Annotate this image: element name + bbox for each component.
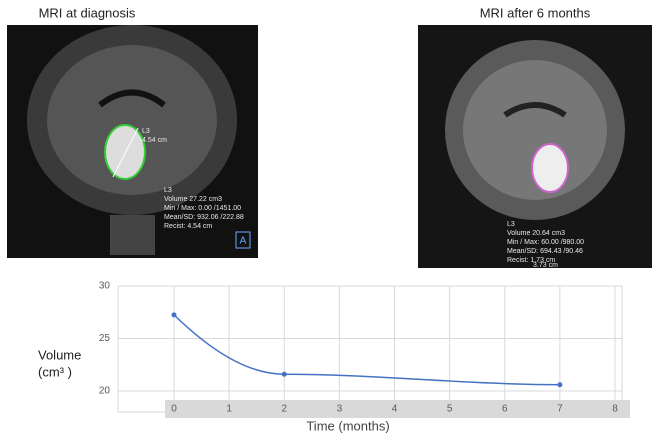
x-tick-label: 6 xyxy=(502,404,508,415)
overlay-text: Mean/SD: 932.06 /222.88 xyxy=(164,214,244,221)
overlay-text: Recist: 1.73 cm xyxy=(507,257,555,264)
x-tick-label: 8 xyxy=(612,404,618,415)
overlay-text: Volume 20.64 cm3 xyxy=(507,230,565,237)
y-tick-label: 30 xyxy=(99,281,111,292)
line xyxy=(173,314,560,386)
mri-image: L3 4.54 cm L3 Volume 27.22 cm3 Min / Max… xyxy=(7,25,258,258)
overlay-text: L3 xyxy=(142,128,150,135)
overlay-text: Volume 27.22 cm3 xyxy=(164,196,222,203)
plot-area xyxy=(117,285,623,413)
y-tick-label: 25 xyxy=(99,333,111,344)
overlay-text: L3 xyxy=(507,221,515,228)
y-tick-label: 20 xyxy=(99,386,111,397)
overlay-text: Mean/SD: 694.43 /90.46 xyxy=(507,248,583,255)
point xyxy=(171,312,177,318)
mri-image: L3 Volume 20.64 cm3 Min / Max: 60.00 /98… xyxy=(418,25,652,269)
overlay-text: 3.73 cm xyxy=(533,262,558,269)
x-axis-band xyxy=(165,400,630,418)
x-tick-label: 4 xyxy=(392,404,398,415)
x-tick-label: 1 xyxy=(226,404,232,415)
overlay-text: Min / Max: 60.00 /980.00 xyxy=(507,239,584,246)
overlay-text: 4.54 cm xyxy=(142,137,167,144)
x-tick-label: 2 xyxy=(281,404,287,415)
point xyxy=(557,382,563,388)
x-tick-label: 3 xyxy=(337,404,343,415)
x-tick-label: 7 xyxy=(557,404,563,415)
overlay-text: A xyxy=(240,236,247,247)
y-axis-title: Volume xyxy=(38,347,81,362)
y-axis-title: (cm³ ) xyxy=(38,364,72,379)
panel-title: MRI after 6 months xyxy=(480,5,591,20)
overlay-text: L3 xyxy=(164,187,172,194)
overlay-text: Recist: 4.54 cm xyxy=(164,223,212,230)
x-tick-label: 5 xyxy=(447,404,453,415)
overlay-text: Min / Max: 0.00 /1451.00 xyxy=(164,205,241,212)
x-axis-title: Time (months) xyxy=(306,418,389,433)
x-tick-label: 0 xyxy=(171,404,177,415)
panel-title: MRI at diagnosis xyxy=(39,5,136,20)
point xyxy=(281,371,287,377)
